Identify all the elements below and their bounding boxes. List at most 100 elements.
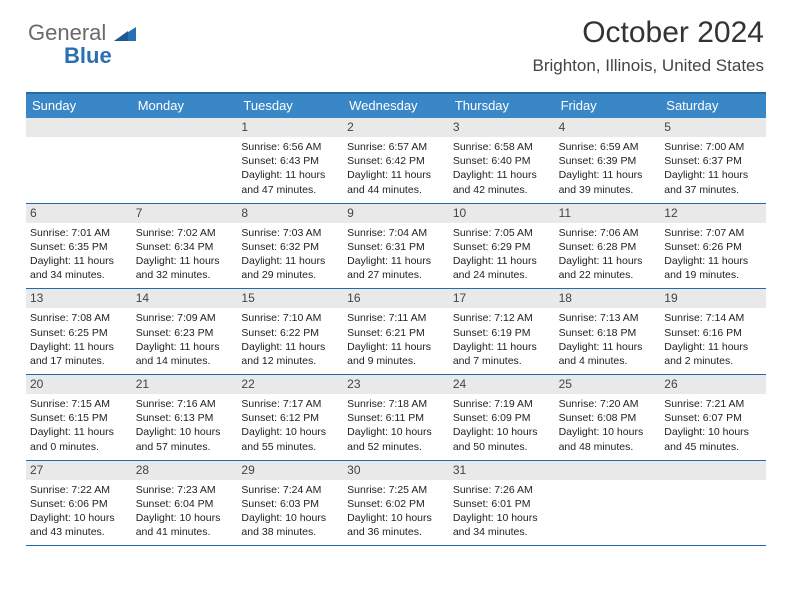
day-sr: Sunrise: 7:03 AM — [241, 226, 339, 240]
day-ss: Sunset: 6:09 PM — [453, 411, 551, 425]
day-info: Sunrise: 7:24 AMSunset: 6:03 PMDaylight:… — [237, 480, 343, 540]
day-info: Sunrise: 6:59 AMSunset: 6:39 PMDaylight:… — [555, 137, 661, 197]
day-sr: Sunrise: 7:10 AM — [241, 311, 339, 325]
day-d2: and 50 minutes. — [453, 440, 551, 454]
day-sr: Sunrise: 7:04 AM — [347, 226, 445, 240]
day-number: 18 — [555, 289, 661, 308]
day-sr: Sunrise: 7:24 AM — [241, 483, 339, 497]
calendar-day: 3Sunrise: 6:58 AMSunset: 6:40 PMDaylight… — [449, 118, 555, 203]
day-info: Sunrise: 7:08 AMSunset: 6:25 PMDaylight:… — [26, 308, 132, 368]
day-info: Sunrise: 7:12 AMSunset: 6:19 PMDaylight:… — [449, 308, 555, 368]
day-d1: Daylight: 11 hours — [347, 168, 445, 182]
day-ss: Sunset: 6:34 PM — [136, 240, 234, 254]
day-d1: Daylight: 11 hours — [559, 340, 657, 354]
day-info: Sunrise: 7:03 AMSunset: 6:32 PMDaylight:… — [237, 223, 343, 283]
day-d2: and 24 minutes. — [453, 268, 551, 282]
calendar-day: 28Sunrise: 7:23 AMSunset: 6:04 PMDayligh… — [132, 461, 238, 546]
day-ss: Sunset: 6:06 PM — [30, 497, 128, 511]
calendar-day: 29Sunrise: 7:24 AMSunset: 6:03 PMDayligh… — [237, 461, 343, 546]
calendar-day: 1Sunrise: 6:56 AMSunset: 6:43 PMDaylight… — [237, 118, 343, 203]
day-sr: Sunrise: 7:15 AM — [30, 397, 128, 411]
day-sr: Sunrise: 6:57 AM — [347, 140, 445, 154]
calendar-day: 18Sunrise: 7:13 AMSunset: 6:18 PMDayligh… — [555, 289, 661, 374]
day-d2: and 19 minutes. — [664, 268, 762, 282]
calendar-day: 20Sunrise: 7:15 AMSunset: 6:15 PMDayligh… — [26, 375, 132, 460]
day-ss: Sunset: 6:04 PM — [136, 497, 234, 511]
day-ss: Sunset: 6:16 PM — [664, 326, 762, 340]
day-ss: Sunset: 6:29 PM — [453, 240, 551, 254]
day-d1: Daylight: 11 hours — [241, 254, 339, 268]
day-d2: and 42 minutes. — [453, 183, 551, 197]
day-number: 8 — [237, 204, 343, 223]
day-number: 21 — [132, 375, 238, 394]
day-d2: and 38 minutes. — [241, 525, 339, 539]
day-sr: Sunrise: 7:13 AM — [559, 311, 657, 325]
day-sr: Sunrise: 7:20 AM — [559, 397, 657, 411]
day-sr: Sunrise: 7:05 AM — [453, 226, 551, 240]
brand-part2: Blue — [64, 43, 112, 68]
day-info: Sunrise: 7:07 AMSunset: 6:26 PMDaylight:… — [660, 223, 766, 283]
day-d1: Daylight: 11 hours — [347, 340, 445, 354]
day-ss: Sunset: 6:39 PM — [559, 154, 657, 168]
day-sr: Sunrise: 7:26 AM — [453, 483, 551, 497]
calendar-day: 30Sunrise: 7:25 AMSunset: 6:02 PMDayligh… — [343, 461, 449, 546]
dow-monday: Monday — [132, 94, 238, 118]
day-d1: Daylight: 10 hours — [136, 425, 234, 439]
day-info: Sunrise: 7:06 AMSunset: 6:28 PMDaylight:… — [555, 223, 661, 283]
dow-friday: Friday — [555, 94, 661, 118]
day-number: 2 — [343, 118, 449, 137]
calendar-day: 31Sunrise: 7:26 AMSunset: 6:01 PMDayligh… — [449, 461, 555, 546]
day-sr: Sunrise: 7:14 AM — [664, 311, 762, 325]
day-number: 5 — [660, 118, 766, 137]
day-info: Sunrise: 7:17 AMSunset: 6:12 PMDaylight:… — [237, 394, 343, 454]
day-number: 1 — [237, 118, 343, 137]
calendar-day: 17Sunrise: 7:12 AMSunset: 6:19 PMDayligh… — [449, 289, 555, 374]
day-d1: Daylight: 10 hours — [453, 425, 551, 439]
day-sr: Sunrise: 7:09 AM — [136, 311, 234, 325]
day-d1: Daylight: 11 hours — [559, 168, 657, 182]
day-number: 30 — [343, 461, 449, 480]
day-sr: Sunrise: 7:11 AM — [347, 311, 445, 325]
day-d1: Daylight: 11 hours — [136, 340, 234, 354]
day-number: 26 — [660, 375, 766, 394]
day-d1: Daylight: 11 hours — [30, 425, 128, 439]
day-info: Sunrise: 7:25 AMSunset: 6:02 PMDaylight:… — [343, 480, 449, 540]
day-info: Sunrise: 7:01 AMSunset: 6:35 PMDaylight:… — [26, 223, 132, 283]
day-info: Sunrise: 7:21 AMSunset: 6:07 PMDaylight:… — [660, 394, 766, 454]
calendar-day: 23Sunrise: 7:18 AMSunset: 6:11 PMDayligh… — [343, 375, 449, 460]
day-number: 22 — [237, 375, 343, 394]
day-d2: and 7 minutes. — [453, 354, 551, 368]
day-sr: Sunrise: 7:25 AM — [347, 483, 445, 497]
day-number: 15 — [237, 289, 343, 308]
calendar-week: 27Sunrise: 7:22 AMSunset: 6:06 PMDayligh… — [26, 461, 766, 547]
day-d2: and 52 minutes. — [347, 440, 445, 454]
page-header: October 2024 Brighton, Illinois, United … — [532, 16, 764, 76]
day-ss: Sunset: 6:12 PM — [241, 411, 339, 425]
day-number: 12 — [660, 204, 766, 223]
day-ss: Sunset: 6:01 PM — [453, 497, 551, 511]
day-number: 31 — [449, 461, 555, 480]
day-info: Sunrise: 7:10 AMSunset: 6:22 PMDaylight:… — [237, 308, 343, 368]
day-number: 14 — [132, 289, 238, 308]
day-d2: and 9 minutes. — [347, 354, 445, 368]
calendar-day-empty — [660, 461, 766, 546]
day-number — [660, 461, 766, 480]
day-sr: Sunrise: 7:21 AM — [664, 397, 762, 411]
day-number: 9 — [343, 204, 449, 223]
dow-wednesday: Wednesday — [343, 94, 449, 118]
day-d2: and 22 minutes. — [559, 268, 657, 282]
day-ss: Sunset: 6:37 PM — [664, 154, 762, 168]
day-number: 17 — [449, 289, 555, 308]
day-d1: Daylight: 11 hours — [453, 168, 551, 182]
day-of-week-header: Sunday Monday Tuesday Wednesday Thursday… — [26, 94, 766, 118]
day-ss: Sunset: 6:35 PM — [30, 240, 128, 254]
day-d1: Daylight: 10 hours — [30, 511, 128, 525]
day-d1: Daylight: 11 hours — [136, 254, 234, 268]
day-ss: Sunset: 6:26 PM — [664, 240, 762, 254]
day-d2: and 12 minutes. — [241, 354, 339, 368]
day-info: Sunrise: 7:14 AMSunset: 6:16 PMDaylight:… — [660, 308, 766, 368]
brand-triangle-icon — [114, 21, 136, 47]
day-info: Sunrise: 7:22 AMSunset: 6:06 PMDaylight:… — [26, 480, 132, 540]
page-title: October 2024 — [532, 16, 764, 50]
day-d2: and 0 minutes. — [30, 440, 128, 454]
